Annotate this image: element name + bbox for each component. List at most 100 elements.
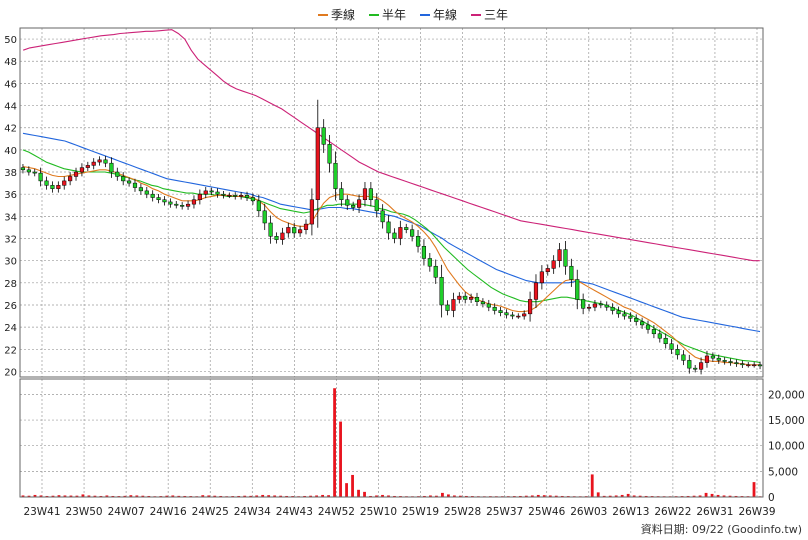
candle-body-0 [20,167,26,171]
candle-103 [628,312,633,322]
candle-body-26 [174,203,179,206]
candle-13 [97,156,102,166]
volume-bar-70 [441,492,444,497]
candle-body-97 [592,303,598,308]
volume-bar-44 [285,495,289,497]
candle-body-66 [410,229,415,237]
candle-body-67 [415,236,421,247]
volume-bar-36 [237,495,241,497]
price-tick-12: 44 [4,102,17,113]
volume-tick-4: 20,000 [768,389,805,401]
candle-73 [451,292,456,318]
candle-body-18 [127,180,132,184]
candle-66 [410,224,415,242]
candle-body-57 [356,199,362,208]
price-tick-2: 24 [4,323,17,334]
x-tick-4: 24W25 [192,506,229,518]
candle-body-110 [669,343,674,350]
candle-body-71 [439,277,444,306]
candle-105 [640,317,645,329]
candle-body-38 [244,195,250,198]
candle-body-68 [421,246,427,259]
candle-87 [533,274,539,309]
candle-7 [62,176,67,190]
x-tick-1: 23W50 [66,506,103,518]
volume-bar-41 [267,495,271,497]
legend-label-1: 半年 [382,8,406,22]
candle-115 [699,357,704,375]
volume-bar-104 [644,495,648,497]
candle-body-61 [380,210,385,223]
volume-bar-0 [21,495,25,497]
candle-body-58 [362,188,368,200]
candle-107 [651,325,656,339]
candle-body-30 [197,193,202,200]
volume-tick-1: 5,000 [768,466,798,478]
volume-bar-9 [75,495,79,497]
volume-bar-54 [345,483,348,497]
candle-body-91 [557,249,562,261]
candle-body-36 [233,195,238,197]
candle-61 [380,204,385,229]
legend-label-0: 季線 [331,7,355,22]
candle-body-123 [746,364,751,367]
candle-88 [539,265,544,290]
volume-bar-56 [357,489,360,497]
candle-19 [132,178,138,192]
candle-37 [239,192,244,200]
candle-23 [156,193,161,204]
candle-body-116 [704,355,710,363]
candle-body-84 [516,315,521,318]
candle-116 [704,350,710,368]
candle-125 [757,361,763,370]
volume-bar-69 [435,495,438,497]
candle-0 [20,164,26,174]
candle-44 [280,227,285,245]
volume-bar-10 [81,494,85,497]
price-tick-4: 28 [4,279,17,290]
volume-bar-2 [33,494,37,497]
candle-body-34 [221,193,226,196]
candle-body-42 [268,222,273,237]
volume-bar-113 [698,495,702,497]
chart-legend: 季線 半年 年線 三年 [318,7,508,22]
candle-109 [663,333,668,349]
volume-grid [20,379,763,498]
candle-body-81 [498,310,503,313]
volume-bar-21 [147,495,151,497]
volume-bar-52 [333,388,336,497]
volume-bar-53 [339,421,342,497]
candle-body-73 [451,299,456,311]
candle-body-117 [710,355,715,359]
candle-body-79 [486,303,491,308]
volume-bar-13 [99,495,103,497]
candle-110 [669,339,674,355]
candle-112 [681,350,686,366]
candle-body-41 [262,210,267,224]
volume-bar-32 [213,495,217,497]
candle-18 [127,177,132,187]
candle-22 [150,190,155,202]
candle-body-24 [162,199,167,203]
candle-body-98 [598,303,603,306]
candle-16 [115,167,120,181]
volume-bar-11 [87,495,91,497]
price-tick-9: 38 [4,168,17,179]
candle-67 [415,230,421,253]
candle-body-20 [138,187,143,192]
candle-118 [716,354,721,364]
candle-52 [327,134,332,173]
candle-77 [474,292,480,306]
volume-bar-73 [459,495,462,497]
candle-124 [752,362,757,368]
candle-69 [427,252,432,272]
volume-bar-42 [273,495,277,497]
volume-bar-97 [602,495,606,497]
candle-59 [368,182,373,207]
volume-bar-57 [363,491,366,497]
candle-113 [687,354,692,374]
candle-body-112 [681,354,686,361]
price-tick-7: 34 [4,212,17,223]
candle-body-103 [628,315,633,319]
candle-62 [386,215,391,240]
